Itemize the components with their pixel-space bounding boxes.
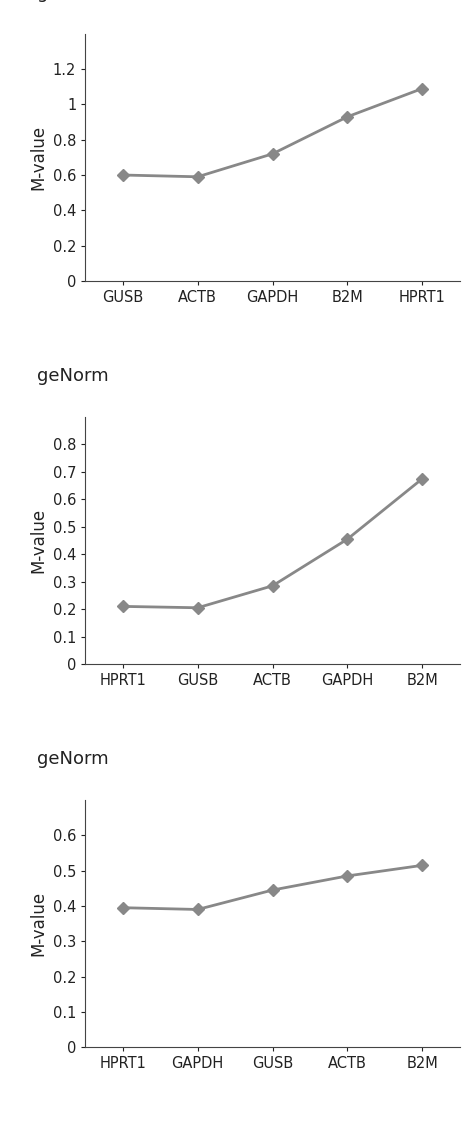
- Y-axis label: M-value: M-value: [29, 125, 47, 190]
- Y-axis label: M-value: M-value: [29, 508, 47, 573]
- Y-axis label: M-value: M-value: [29, 891, 47, 956]
- Text: geNorm: geNorm: [36, 750, 108, 768]
- Text: geNorm: geNorm: [36, 367, 108, 385]
- Text: geNorm: geNorm: [36, 0, 108, 1]
